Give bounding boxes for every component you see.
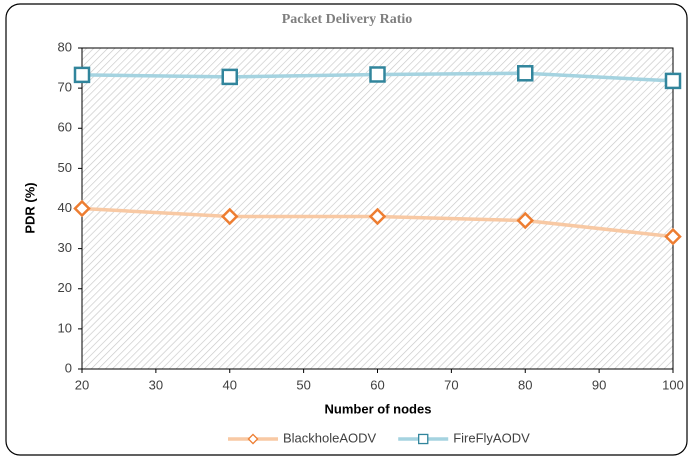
data-point: [516, 211, 535, 230]
legend-marker: [247, 433, 259, 445]
x-tick-label: 20: [75, 377, 89, 392]
data-point: [664, 72, 682, 90]
data-point: [369, 66, 386, 83]
y-tick-label: 70: [58, 80, 72, 95]
legend-label: BlackholeAODV: [283, 430, 377, 445]
chart-title: Packet Delivery Ratio: [282, 12, 413, 27]
x-tick-label: 60: [370, 377, 384, 392]
y-tick-label: 30: [58, 240, 72, 255]
y-tick-label: 50: [58, 160, 72, 175]
data-point: [517, 65, 534, 82]
y-tick-label: 20: [58, 280, 72, 295]
y-tick-label: 60: [58, 120, 72, 135]
data-point: [220, 207, 239, 226]
y-tick-label: 40: [58, 200, 72, 215]
x-axis-title: Number of nodes: [325, 401, 432, 416]
x-tick-label: 80: [518, 377, 532, 392]
y-axis-title: PDR (%): [22, 182, 37, 233]
x-tick-label: 30: [149, 377, 163, 392]
x-tick-label: 50: [296, 377, 310, 392]
legend-marker: [418, 433, 429, 445]
data-point: [73, 66, 91, 84]
y-tick-label: 0: [65, 360, 72, 375]
data-point: [221, 68, 238, 86]
data-point: [368, 207, 387, 226]
x-tick-label: 90: [592, 377, 606, 392]
x-tick-label: 70: [444, 377, 458, 392]
x-tick-label: 100: [662, 377, 684, 392]
data-point: [664, 227, 682, 246]
x-tick-label: 40: [223, 377, 237, 392]
y-tick-label: 10: [58, 320, 72, 335]
y-tick-label: 80: [58, 39, 72, 54]
legend-label: FireFlyAODV: [453, 430, 530, 445]
data-point: [73, 199, 91, 218]
